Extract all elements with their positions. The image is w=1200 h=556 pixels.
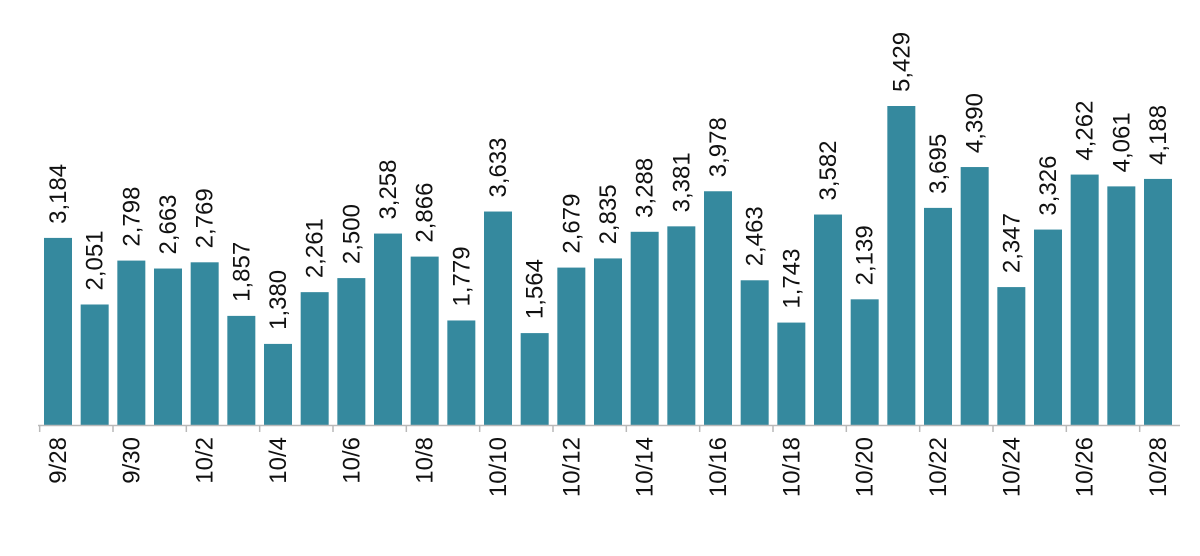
bar-value-label: 1,743 (778, 249, 805, 309)
bar-10-11 (520, 333, 549, 425)
x-tick-label: 10/12 (558, 437, 585, 497)
bar-10-25 (1034, 229, 1062, 425)
bar-value-label: 4,262 (1072, 101, 1099, 161)
bar-value-label: 2,051 (82, 230, 109, 290)
bar-10-20 (850, 299, 879, 425)
bar-9-28 (44, 237, 72, 425)
bar-value-label: 3,184 (45, 164, 72, 224)
bar-value-label: 2,500 (338, 204, 365, 264)
bar-value-label: 2,679 (558, 194, 585, 254)
bar-10-2 (190, 262, 219, 425)
bar-value-label: 2,261 (302, 218, 329, 278)
bar-10-4 (264, 343, 292, 425)
bar-value-label: 3,582 (815, 140, 842, 200)
bar-9-30 (117, 260, 146, 425)
x-tick-label: 10/14 (632, 437, 659, 497)
bar-10-6 (337, 278, 366, 425)
x-tick-label: 10/8 (412, 437, 439, 484)
bar-value-label: 2,866 (412, 183, 439, 243)
bar-value-label: 3,381 (668, 152, 695, 212)
bar-10-23 (960, 167, 989, 426)
bar-value-label: 3,288 (632, 158, 659, 218)
bars-layer (44, 106, 1172, 426)
bar-10-16 (704, 191, 732, 425)
x-tick-label: 9/30 (118, 437, 145, 484)
bar-10-15 (667, 226, 696, 425)
bar-value-label: 1,564 (522, 259, 549, 319)
bar-10-3 (227, 315, 256, 425)
x-tick-label: 10/24 (998, 437, 1025, 497)
bar-10-21 (887, 106, 916, 425)
bar-value-label: 4,188 (1145, 105, 1172, 165)
bar-10-8 (410, 256, 439, 425)
x-axis-tick-labels: 9/28 9/30 10/2 10/4 10/6 10/8 10/10 10/12 10/14 1… (45, 437, 1172, 497)
bar-value-label: 2,347 (998, 213, 1025, 273)
bar-value-label: 3,978 (705, 117, 732, 177)
bar-value-label: 4,390 (962, 93, 989, 153)
x-tick-label: 10/18 (778, 437, 805, 497)
bar-value-label: 2,139 (852, 225, 879, 285)
x-tick-label: 10/6 (338, 437, 365, 484)
bar-10-22 (924, 207, 952, 425)
x-tick-label: 10/4 (265, 437, 292, 484)
bar-value-label: 1,380 (265, 270, 292, 330)
bar-10-1 (154, 268, 182, 425)
bar-value-label: 2,663 (155, 194, 182, 254)
x-tick-label: 10/22 (925, 437, 952, 497)
bar-value-label: 2,835 (595, 184, 622, 244)
value-labels-layer: 3,184 2,051 2,798 2,663 2,769 1,857 1,380 2,261… (45, 32, 1172, 330)
x-tick-label: 10/26 (1072, 437, 1099, 497)
bar-10-19 (814, 214, 842, 425)
x-tick-label: 10/2 (192, 437, 219, 484)
bar-10-12 (557, 267, 586, 425)
bar-10-18 (777, 322, 806, 425)
bar-value-label: 2,463 (742, 206, 769, 266)
bar-10-10 (484, 211, 512, 425)
bar-value-label: 2,769 (192, 188, 219, 248)
x-tick-label: 10/10 (485, 437, 512, 497)
bar-value-label: 4,061 (1108, 112, 1135, 172)
bar-value-label: 3,633 (485, 137, 512, 197)
x-tick-label: 9/28 (45, 437, 72, 484)
bar-10-24 (997, 287, 1026, 425)
bar-value-label: 3,326 (1035, 156, 1062, 216)
bar-value-label: 3,258 (375, 159, 402, 219)
bar-10-5 (300, 292, 329, 425)
bar-9-29 (80, 304, 109, 425)
bar-10-9 (447, 320, 476, 425)
bar-value-label: 1,857 (228, 242, 255, 302)
bar-10-13 (594, 258, 622, 425)
bar-value-label: 3,695 (925, 134, 952, 194)
bar-10-26 (1070, 174, 1099, 425)
x-axis-ticks (38, 425, 1141, 432)
x-tick-label: 10/16 (705, 437, 732, 497)
bar-value-label: 2,798 (118, 187, 145, 247)
bar-value-label: 1,779 (448, 246, 475, 306)
bar-value-label: 5,429 (888, 32, 915, 92)
bar-10-7 (374, 233, 402, 425)
bar-10-27 (1107, 186, 1136, 425)
x-tick-label: 10/28 (1145, 437, 1172, 497)
bar-10-17 (740, 280, 769, 425)
x-tick-label: 10/20 (852, 437, 879, 497)
bar-10-28 (1144, 178, 1172, 425)
bar-10-14 (630, 231, 659, 425)
